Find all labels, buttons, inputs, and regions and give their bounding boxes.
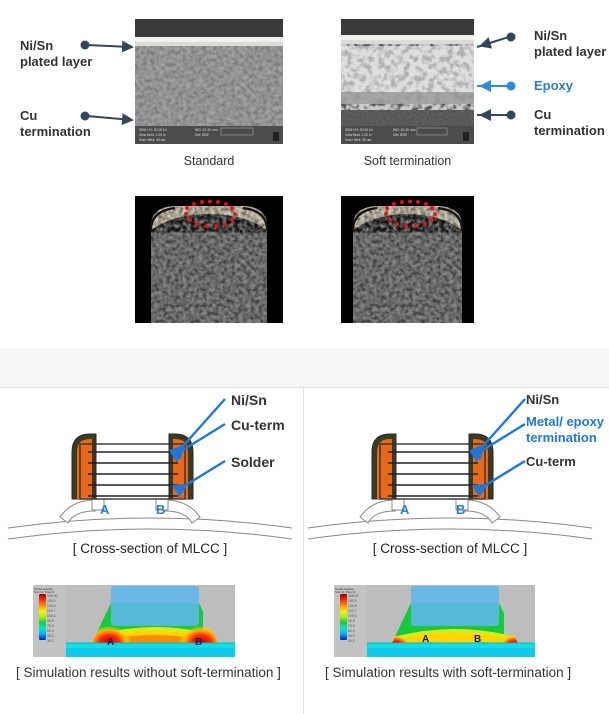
svg-text:166.00: 166.00 — [47, 594, 57, 598]
svg-text:135.8: 135.8 — [348, 604, 357, 608]
svg-text:B: B — [156, 502, 165, 517]
svg-text:105.6: 105.6 — [348, 614, 357, 618]
svg-text:60.4: 60.4 — [348, 629, 355, 633]
svg-text:45.3: 45.3 — [348, 634, 355, 638]
svg-text:105.6: 105.6 — [47, 614, 56, 618]
svg-text:120.7: 120.7 — [47, 609, 56, 613]
svg-text:30.2: 30.2 — [47, 639, 54, 643]
svg-text:B: B — [456, 502, 465, 517]
svg-text:B: B — [474, 634, 481, 645]
svg-text:75.5: 75.5 — [348, 624, 355, 628]
svg-text:A: A — [100, 502, 110, 517]
svg-text:30.2: 30.2 — [348, 639, 355, 643]
svg-text:90.5: 90.5 — [47, 619, 54, 623]
svg-text:166.00: 166.00 — [348, 594, 358, 598]
svg-text:Sub =1 Time=1: Sub =1 Time=1 — [335, 590, 356, 594]
svg-text:[ Cross-section of MLCC ]: [ Cross-section of MLCC ] — [73, 541, 228, 556]
svg-text:120.7: 120.7 — [348, 609, 357, 613]
svg-text:150.9: 150.9 — [348, 599, 357, 603]
svg-text:B: B — [195, 637, 202, 648]
svg-text:75.5: 75.5 — [47, 624, 54, 628]
svg-text:A: A — [400, 502, 410, 517]
svg-text:45.3: 45.3 — [47, 634, 54, 638]
svg-text:90.5: 90.5 — [348, 619, 355, 623]
svg-text:150.9: 150.9 — [47, 599, 56, 603]
svg-text:60.4: 60.4 — [47, 629, 54, 633]
svg-text:A: A — [422, 634, 429, 645]
svg-text:135.8: 135.8 — [47, 604, 56, 608]
svg-text:A: A — [107, 637, 114, 648]
svg-text:[ Cross-section of MLCC ]: [ Cross-section of MLCC ] — [373, 541, 528, 556]
svg-text:Sub =1 Time=1: Sub =1 Time=1 — [34, 590, 55, 594]
